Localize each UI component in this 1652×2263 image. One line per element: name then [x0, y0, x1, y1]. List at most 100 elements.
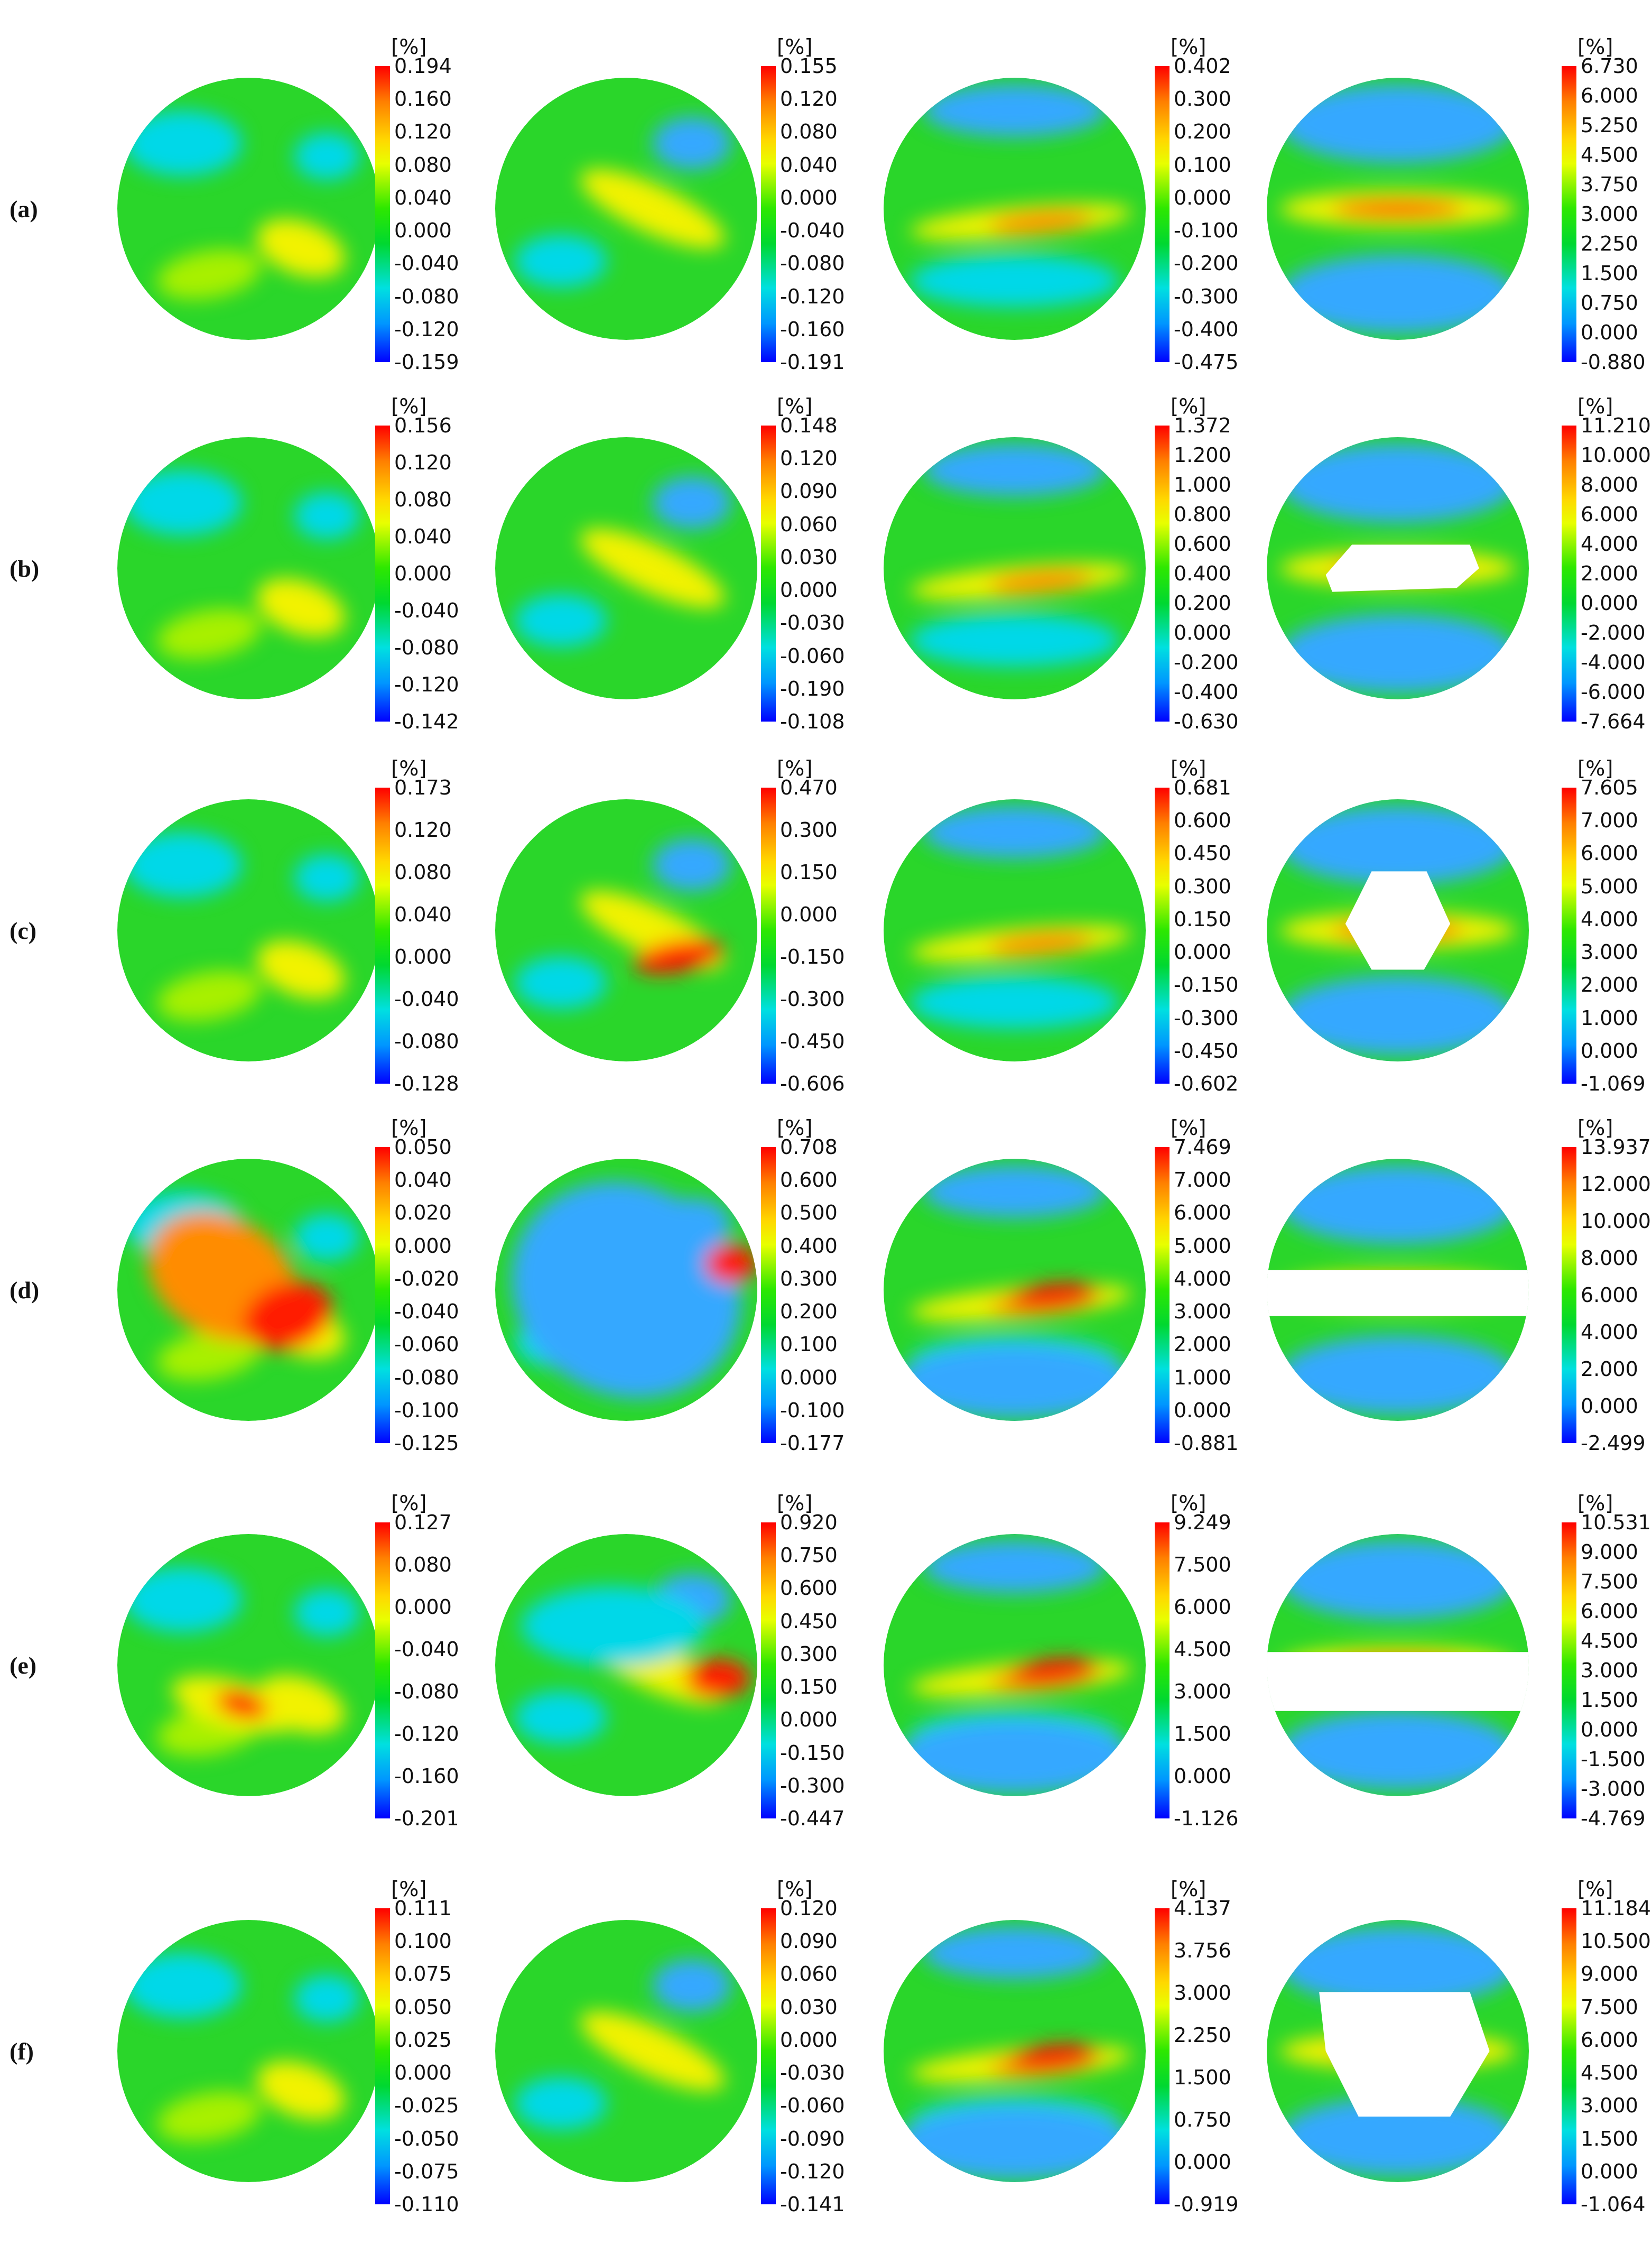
colorbar-tick-label: 0.000 — [780, 578, 838, 602]
row-label: (c) — [10, 917, 37, 944]
contour-disk — [495, 799, 757, 1061]
colorbar-tick-label: 0.300 — [1174, 87, 1231, 111]
colorbar-tick-label: 0.025 — [394, 2028, 452, 2052]
contour-blob — [1332, 201, 1463, 217]
colorbar — [761, 426, 776, 722]
colorbar-tick-label: 0.000 — [1581, 1718, 1638, 1741]
colorbar-tick-label: -0.120 — [780, 284, 845, 308]
colorbar — [375, 1147, 390, 1443]
colorbar-tick-label: 2.000 — [1581, 973, 1638, 997]
colorbar-tick-label: 0.160 — [394, 87, 452, 111]
colorbar-tick-label: -1.126 — [1174, 1807, 1239, 1830]
colorbar-tick-label: 0.173 — [394, 776, 452, 799]
contour-blob — [521, 1586, 705, 1665]
contour-blob — [1279, 254, 1516, 334]
colorbar-tick-label: 0.000 — [780, 903, 838, 926]
contour-field — [884, 1534, 1146, 1796]
colorbar-tick-label: 0.708 — [780, 1135, 838, 1159]
colorbar-tick-label: -0.300 — [1174, 1006, 1239, 1030]
contour-blob — [652, 476, 731, 529]
colorbar-tick-label: -0.060 — [780, 644, 845, 668]
colorbar-tick-label: 0.150 — [780, 1675, 838, 1699]
colorbar-unit: [%] — [1577, 1492, 1613, 1516]
colorbar-tick-label: -0.110 — [394, 2193, 459, 2216]
colorbar-tick-label: 0.000 — [780, 186, 838, 209]
contour-blob — [896, 2106, 1133, 2180]
colorbar-tick-label: 4.000 — [1174, 1267, 1231, 1290]
contour-blob — [157, 608, 261, 659]
colorbar-tick-label: -0.030 — [780, 611, 845, 635]
colorbar-unit: [%] — [777, 1492, 813, 1516]
colorbar-unit: [%] — [1171, 1492, 1206, 1516]
colorbar-tick-label: 3.000 — [1581, 940, 1638, 964]
colorbar-tick-label: -0.881 — [1174, 1431, 1239, 1455]
colorbar-tick-label: -0.090 — [780, 2127, 845, 2150]
colorbar-tick-label: 10.000 — [1581, 444, 1651, 467]
colorbar — [375, 66, 390, 362]
contour-disk — [1267, 1159, 1529, 1421]
colorbar-tick-label: 0.100 — [1174, 153, 1231, 177]
colorbar — [761, 1522, 776, 1818]
contour-field — [495, 1920, 757, 2182]
contour-blob — [685, 1658, 751, 1698]
contour-blob — [294, 854, 360, 902]
colorbar-tick-label: -0.080 — [394, 1030, 459, 1053]
colorbar-tick-label: -0.040 — [394, 599, 459, 622]
colorbar-tick-label: 0.050 — [394, 1135, 452, 1159]
colorbar-tick-label: -0.125 — [394, 1431, 459, 1455]
colorbar-tick-label: 0.450 — [780, 1609, 838, 1633]
colorbar-tick-label: -0.201 — [394, 1807, 459, 1830]
colorbar-tick-label: -0.177 — [780, 1431, 845, 1455]
colorbar — [761, 66, 776, 362]
colorbar-tick-label: 6.000 — [1581, 1600, 1638, 1623]
colorbar-tick-label: 0.000 — [1174, 186, 1231, 209]
colorbar-tick-label: 8.000 — [1581, 473, 1638, 496]
colorbar-unit: [%] — [1171, 757, 1206, 781]
colorbar — [375, 788, 390, 1084]
colorbar-tick-label: -0.120 — [394, 1722, 459, 1745]
colorbar-tick-label: 1.500 — [1581, 2127, 1638, 2150]
contour-blob — [515, 594, 607, 647]
colorbar-tick-label: -0.142 — [394, 710, 459, 733]
contour-blob — [515, 235, 607, 288]
colorbar-tick-label: 2.000 — [1174, 1333, 1231, 1356]
contour-blob — [909, 614, 1120, 667]
contour-field — [117, 437, 379, 699]
colorbar-tick-label: 0.120 — [394, 451, 452, 474]
colorbar-tick-label: 0.000 — [780, 2028, 838, 2052]
contour-blob — [652, 1959, 731, 2012]
colorbar — [1155, 1522, 1170, 1818]
colorbar-tick-label: 11.184 — [1581, 1897, 1651, 1920]
colorbar-tick-label: 0.300 — [1174, 874, 1231, 898]
contour-blob — [896, 1345, 1133, 1419]
colorbar-tick-label: 0.020 — [394, 1201, 452, 1225]
colorbar-tick-label: 0.100 — [780, 1333, 838, 1356]
row-label: (e) — [10, 1652, 37, 1679]
contour-blob — [294, 1589, 360, 1637]
contour-blob — [1008, 2044, 1100, 2072]
specimen-cutout — [1319, 1992, 1490, 2117]
colorbar-unit: [%] — [1577, 395, 1613, 419]
specimen-cutout — [1267, 1270, 1529, 1316]
contour-field — [495, 1534, 757, 1796]
colorbar-tick-label: 10.531 — [1581, 1511, 1651, 1534]
colorbar-tick-label: 0.148 — [780, 414, 838, 437]
colorbar-tick-label: 3.000 — [1581, 2094, 1638, 2118]
colorbar-tick-label: 7.500 — [1581, 1995, 1638, 2019]
contour-blob — [896, 1720, 1133, 1794]
contour-blob — [704, 1244, 757, 1283]
contour-blob — [256, 219, 345, 278]
colorbar-tick-label: 0.600 — [1174, 809, 1231, 833]
colorbar — [1562, 788, 1576, 1084]
colorbar-tick-label: 0.400 — [780, 1234, 838, 1258]
colorbar-tick-label: 5.000 — [1174, 1234, 1231, 1258]
colorbar-tick-label: -0.120 — [394, 673, 459, 696]
contour-blob — [923, 1540, 1107, 1593]
colorbar-tick-label: 0.000 — [1174, 621, 1231, 644]
colorbar-tick-label: 0.000 — [394, 1234, 452, 1258]
colorbar-tick-label: 7.500 — [1581, 1570, 1638, 1593]
contour-field — [884, 799, 1146, 1061]
contour-blob — [1279, 84, 1516, 163]
colorbar-tick-label: 5.250 — [1581, 114, 1638, 137]
contour-blob — [988, 210, 1093, 234]
